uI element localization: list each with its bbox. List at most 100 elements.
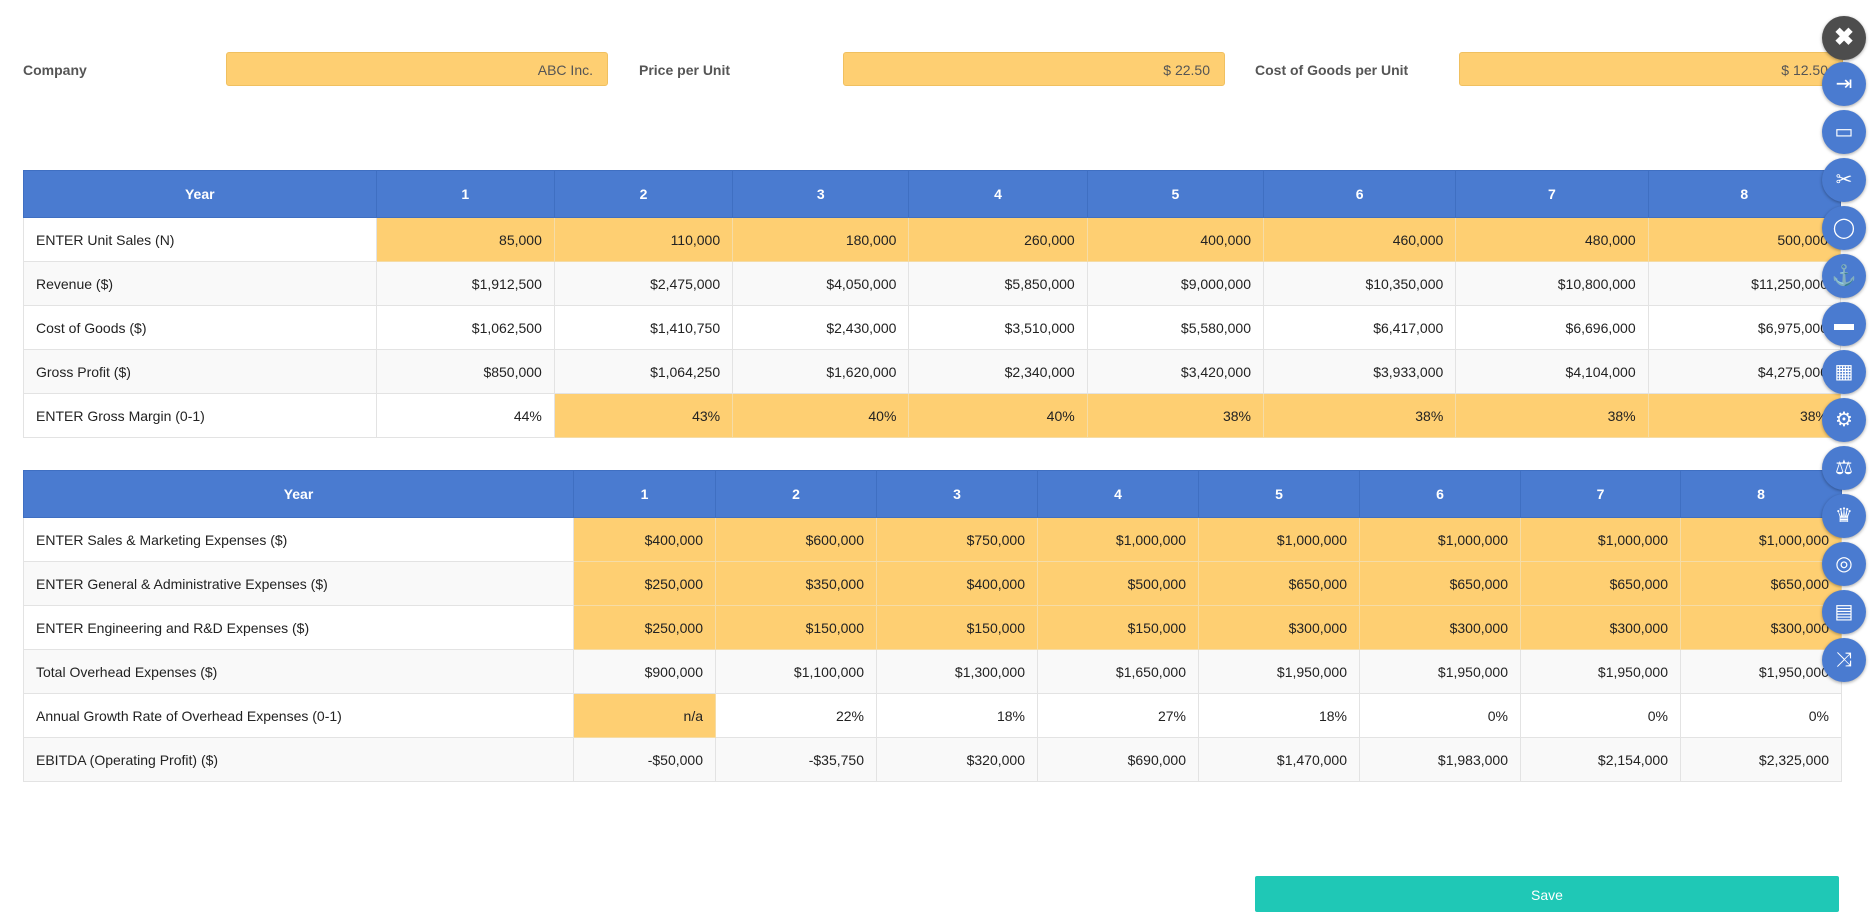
value-cell: $5,580,000 (1086, 305, 1264, 350)
input-cell[interactable]: 180,000 (732, 217, 910, 262)
input-cell[interactable]: $150,000 (715, 605, 877, 650)
table-row: Gross Profit ($) $850,000 $1,064,250 $1,620… (23, 349, 1842, 394)
value-cell: $3,510,000 (908, 305, 1088, 350)
input-cell[interactable]: $300,000 (1359, 605, 1521, 650)
input-cell[interactable]: 38% (1647, 393, 1842, 438)
value-cell: $1,912,500 (375, 261, 555, 306)
input-cell[interactable]: $1,000,000 (1037, 517, 1199, 562)
input-cell[interactable]: $1,000,000 (1680, 517, 1842, 562)
input-cell[interactable]: $600,000 (715, 517, 877, 562)
input-cell[interactable]: 40% (732, 393, 910, 438)
input-cell[interactable]: $650,000 (1359, 561, 1521, 606)
close-icon: ✖ (1833, 24, 1855, 51)
save-button[interactable]: Save (1255, 876, 1839, 912)
year-column-header: 6 (1359, 470, 1521, 518)
value-cell: 44% (375, 393, 555, 438)
input-cell[interactable]: $400,000 (573, 517, 716, 562)
table-row: Annual Growth Rate of Overhead Expenses … (23, 693, 1842, 738)
input-cell[interactable]: $1,000,000 (1520, 517, 1681, 562)
year-column-header: 4 (908, 170, 1088, 218)
input-cell[interactable]: $750,000 (876, 517, 1038, 562)
brain-button[interactable]: ◎ (1822, 542, 1866, 586)
table-row: Revenue ($) $1,912,500 $2,475,000 $4,050,00… (23, 261, 1842, 306)
input-cell[interactable]: $300,000 (1520, 605, 1681, 650)
scissors-button[interactable]: ✂ (1822, 158, 1866, 202)
value-cell: -$35,750 (715, 737, 877, 782)
input-cell[interactable]: $1,000,000 (1359, 517, 1521, 562)
year-column-header: 4 (1037, 470, 1199, 518)
input-cell[interactable]: $650,000 (1198, 561, 1360, 606)
input-cell[interactable]: 480,000 (1455, 217, 1649, 262)
year-column-header: 1 (573, 470, 716, 518)
table-row: ENTER Sales & Marketing Expenses ($) $400… (23, 517, 1842, 562)
input-cell[interactable]: 85,000 (375, 217, 555, 262)
close-button[interactable]: ✖ (1822, 16, 1866, 60)
book-button[interactable]: ▤ (1822, 590, 1866, 634)
price-per-unit-field[interactable]: $ 22.50 (843, 52, 1225, 86)
gear-button[interactable]: ⚙ (1822, 398, 1866, 442)
company-field[interactable]: ABC Inc. (226, 52, 608, 86)
value-cell: $6,975,000 (1647, 305, 1842, 350)
input-cell[interactable]: $300,000 (1680, 605, 1842, 650)
price-per-unit-label: Price per Unit (639, 62, 731, 78)
input-cell[interactable]: 43% (553, 393, 734, 438)
value-cell: $2,475,000 (553, 261, 734, 306)
scissors-icon: ✂ (1835, 169, 1853, 191)
input-cell[interactable]: $150,000 (876, 605, 1038, 650)
value-cell: $6,696,000 (1455, 305, 1649, 350)
year-column-header: 7 (1455, 170, 1649, 218)
building-button[interactable]: ▦ (1822, 350, 1866, 394)
input-cell[interactable]: $150,000 (1037, 605, 1199, 650)
input-cell[interactable]: 38% (1455, 393, 1649, 438)
cost-of-goods-field[interactable]: $ 12.50 (1459, 52, 1843, 86)
user-button[interactable]: ◯ (1822, 206, 1866, 250)
input-cell[interactable]: 110,000 (553, 217, 734, 262)
overhead-table: Year 1 2 3 4 5 6 7 8 ENTER Sales & Marketing Exp… (23, 470, 1842, 782)
brain-icon: ◎ (1835, 553, 1853, 575)
value-cell: $1,062,500 (375, 305, 555, 350)
table-row: ENTER Gross Margin (0-1) 44% 43% 40% 40% 38% 3… (23, 393, 1842, 438)
input-bar: Company ABC Inc. Price per Unit $ 22.50 … (23, 52, 1843, 88)
input-cell[interactable]: 500,000 (1647, 217, 1842, 262)
balance-scale-icon: ⚖ (1835, 457, 1853, 479)
row-label: Cost of Goods ($) (23, 305, 377, 350)
input-cell[interactable]: n/a (573, 693, 716, 738)
table-row: ENTER Unit Sales (N) 85,000 110,000 180,000… (23, 217, 1842, 262)
value-cell: $5,850,000 (908, 261, 1088, 306)
input-cell[interactable]: $300,000 (1198, 605, 1360, 650)
money-button[interactable]: ▭ (1822, 110, 1866, 154)
balance-scale-button[interactable]: ⚖ (1822, 446, 1866, 490)
input-cell[interactable]: $250,000 (573, 605, 716, 650)
year-column-header: 7 (1520, 470, 1681, 518)
input-cell[interactable]: 460,000 (1262, 217, 1457, 262)
year-column-header: 3 (876, 470, 1038, 518)
input-cell[interactable]: $1,000,000 (1198, 517, 1360, 562)
input-cell[interactable]: $650,000 (1680, 561, 1842, 606)
anchor-button[interactable]: ⚓ (1822, 254, 1866, 298)
ticket-button[interactable]: ▬ (1822, 302, 1866, 346)
input-cell[interactable]: 38% (1262, 393, 1457, 438)
input-cell[interactable]: $350,000 (715, 561, 877, 606)
input-cell[interactable]: $500,000 (1037, 561, 1199, 606)
row-label: ENTER Sales & Marketing Expenses ($) (23, 517, 574, 562)
input-cell[interactable]: $250,000 (573, 561, 716, 606)
value-cell: $2,154,000 (1520, 737, 1681, 782)
value-cell: $3,933,000 (1262, 349, 1457, 394)
input-cell[interactable]: 400,000 (1086, 217, 1264, 262)
sign-out-button[interactable]: ⇥ (1822, 62, 1866, 106)
input-cell[interactable]: 38% (1086, 393, 1264, 438)
value-cell: 0% (1680, 693, 1842, 738)
value-cell: $11,250,000 (1647, 261, 1842, 306)
shuffle-icon: ⤨ (1836, 649, 1852, 671)
year-column-header: 8 (1647, 170, 1842, 218)
building-icon: ▦ (1834, 361, 1854, 383)
input-cell[interactable]: $400,000 (876, 561, 1038, 606)
shuffle-button[interactable]: ⤨ (1822, 638, 1866, 682)
value-cell: $1,983,000 (1359, 737, 1521, 782)
input-cell[interactable]: $650,000 (1520, 561, 1681, 606)
trophy-button[interactable]: ♛ (1822, 494, 1866, 538)
value-cell: 18% (1198, 693, 1360, 738)
input-cell[interactable]: 40% (908, 393, 1088, 438)
input-cell[interactable]: 260,000 (908, 217, 1088, 262)
sign-out-icon: ⇥ (1835, 73, 1853, 95)
